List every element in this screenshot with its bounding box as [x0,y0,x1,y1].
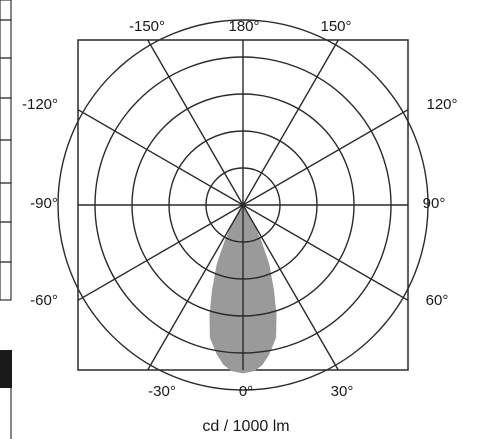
angle-label-right-upper: 120° [426,96,457,113]
angle-label-top-left: -150° [129,18,165,35]
edge-cell-1 [0,19,12,59]
spoke-330 [147,204,244,371]
spoke-150 [242,39,339,206]
edge-cell-7 [0,261,12,301]
angle-label-bottom-left: -30° [148,383,176,400]
edge-cell-4 [0,139,12,184]
spoke-60 [242,204,409,301]
spoke-120 [242,109,409,206]
spoke-30 [242,204,339,371]
left-edge-marks [0,0,12,439]
ring-5 [57,19,429,391]
angle-label-left-lower: -60° [30,292,58,309]
spoke-210 [147,39,244,206]
angle-label-left-middle: -90° [30,195,58,212]
angle-label-right-middle: 90° [423,195,446,212]
edge-dark-block [0,350,12,388]
angle-label-top-right: 150° [320,18,351,35]
edge-cell-6 [0,221,12,263]
edge-cell-3 [0,97,12,141]
angle-label-left-upper: -120° [22,96,58,113]
unit-label: cd / 1000 lm [202,418,289,435]
edge-cell-5 [0,182,12,223]
angle-label-top-center: 180° [228,18,259,35]
angle-spokes [77,39,409,371]
edge-cell-2 [0,57,12,99]
spoke-300 [77,204,244,301]
edge-cell-0 [0,0,12,21]
angle-label-right-lower: 60° [426,292,449,309]
angle-label-bottom-right: 30° [331,383,354,400]
angle-label-bottom-center: 0° [239,383,253,400]
spoke-240 [77,109,244,206]
